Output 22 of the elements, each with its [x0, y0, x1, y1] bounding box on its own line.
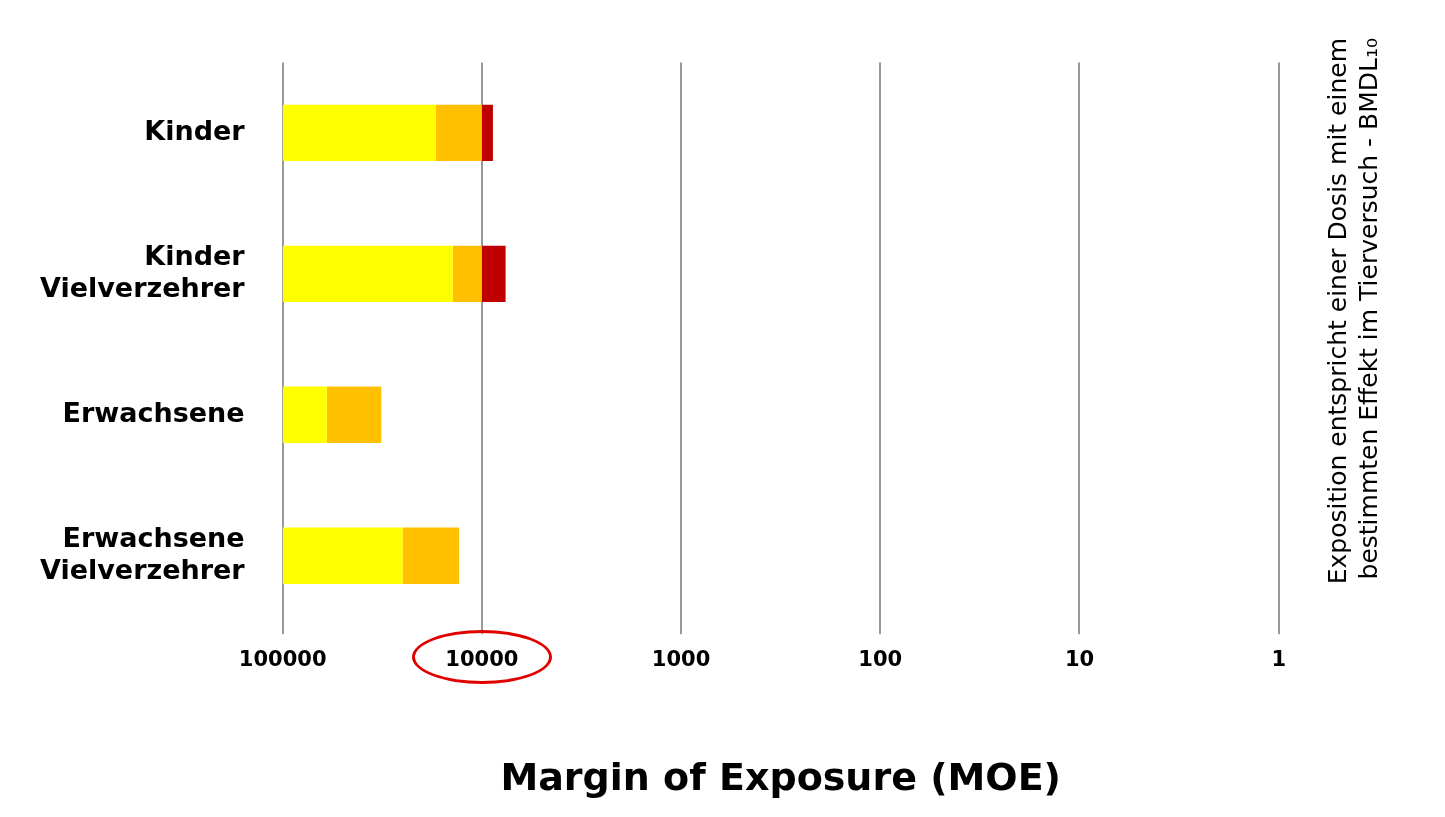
y-tick-label: Erwachsene Vielverzehrer	[39, 521, 246, 585]
bar	[452, 245, 482, 303]
bar	[282, 104, 436, 162]
x-axis-title: Margin of Exposure (MOE)	[500, 755, 1061, 800]
bar	[282, 386, 327, 443]
x-tick-label: 10000	[445, 647, 519, 672]
bar	[282, 245, 453, 303]
x-tick-label: 100	[858, 647, 903, 672]
bar	[435, 104, 482, 162]
x-tick-label: 10	[1064, 647, 1095, 672]
bar	[481, 104, 493, 162]
bar	[282, 527, 403, 584]
y-tick-label: Kinder	[144, 114, 246, 146]
x-tick-label: 1	[1271, 647, 1287, 672]
y-tick-label: Erwachsene	[62, 396, 245, 428]
bar	[326, 386, 382, 443]
y-tick-label: Kinder Vielverzehrer	[39, 239, 246, 304]
text: Exposition entspricht einer Dosis mit einem bestimmten Effekt im Tierversuch - BMDL₁₀	[1322, 38, 1385, 587]
x-tick-label: 100000	[238, 647, 327, 672]
bar	[402, 527, 460, 584]
bar	[481, 245, 506, 303]
x-tick-label: 1000	[651, 647, 711, 672]
